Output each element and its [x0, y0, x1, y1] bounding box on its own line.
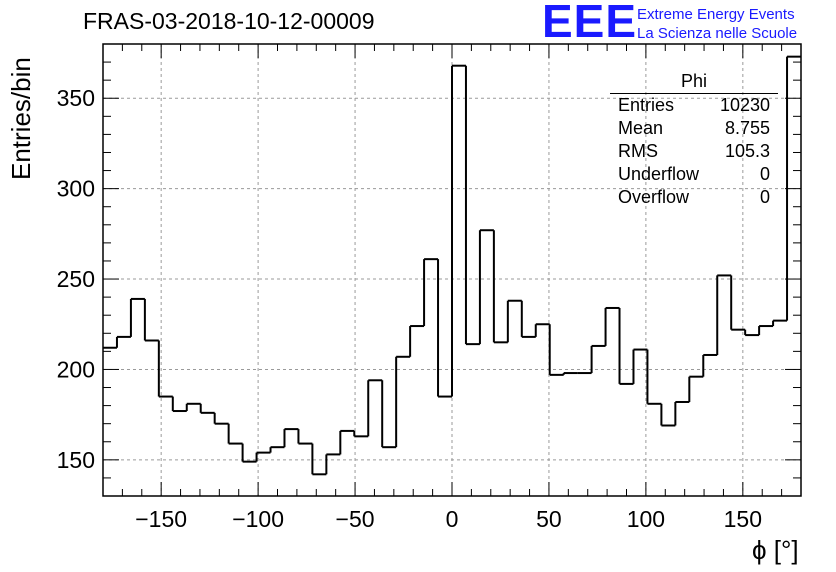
x-axis-label: ϕ [°]	[752, 535, 799, 565]
stats-label: Underflow	[618, 164, 700, 184]
stats-row: Overflow 0	[610, 186, 778, 209]
x-tick-label: 0	[446, 506, 459, 532]
stats-row: Underflow 0	[610, 163, 778, 186]
stats-label: Entries	[618, 95, 675, 115]
stats-label: Mean	[618, 118, 664, 138]
stats-value: 105.3	[724, 141, 770, 161]
stats-value: 10230	[719, 95, 770, 115]
stats-label: Overflow	[618, 187, 690, 207]
chart-title: FRAS-03-2018-10-12-00009	[83, 8, 375, 34]
logo-line-2: La Scienza nelle Scuole	[637, 25, 798, 42]
y-tick-label: 250	[57, 266, 95, 292]
x-tick-label: −50	[336, 506, 375, 532]
stats-row: RMS 105.3	[610, 140, 778, 163]
y-axis-label: Entries/bin	[6, 57, 36, 180]
stats-value: 8.755	[724, 118, 770, 138]
y-tick-label: 200	[57, 356, 95, 382]
y-tick-label: 300	[57, 176, 95, 202]
stats-box: Phi Entries 10230 Mean 8.755 RMS 105.3 Unde…	[610, 70, 778, 209]
stats-label: RMS	[618, 141, 658, 161]
x-tick-label: −100	[232, 506, 284, 532]
stats-row: Mean 8.755	[610, 117, 778, 140]
stats-row: Entries 10230	[610, 94, 778, 117]
x-tick-label: 150	[724, 506, 762, 532]
eee-logo: EEE	[542, 0, 638, 47]
stats-value: 0	[759, 164, 770, 184]
stats-value: 0	[759, 187, 770, 207]
x-tick-label: −150	[135, 506, 187, 532]
logo-line-1: Extreme Energy Events	[637, 6, 795, 23]
y-tick-label: 350	[57, 85, 95, 111]
stats-title: Phi	[610, 70, 778, 94]
x-tick-label: 100	[627, 506, 665, 532]
y-tick-label: 150	[57, 447, 95, 473]
x-tick-label: 50	[536, 506, 562, 532]
